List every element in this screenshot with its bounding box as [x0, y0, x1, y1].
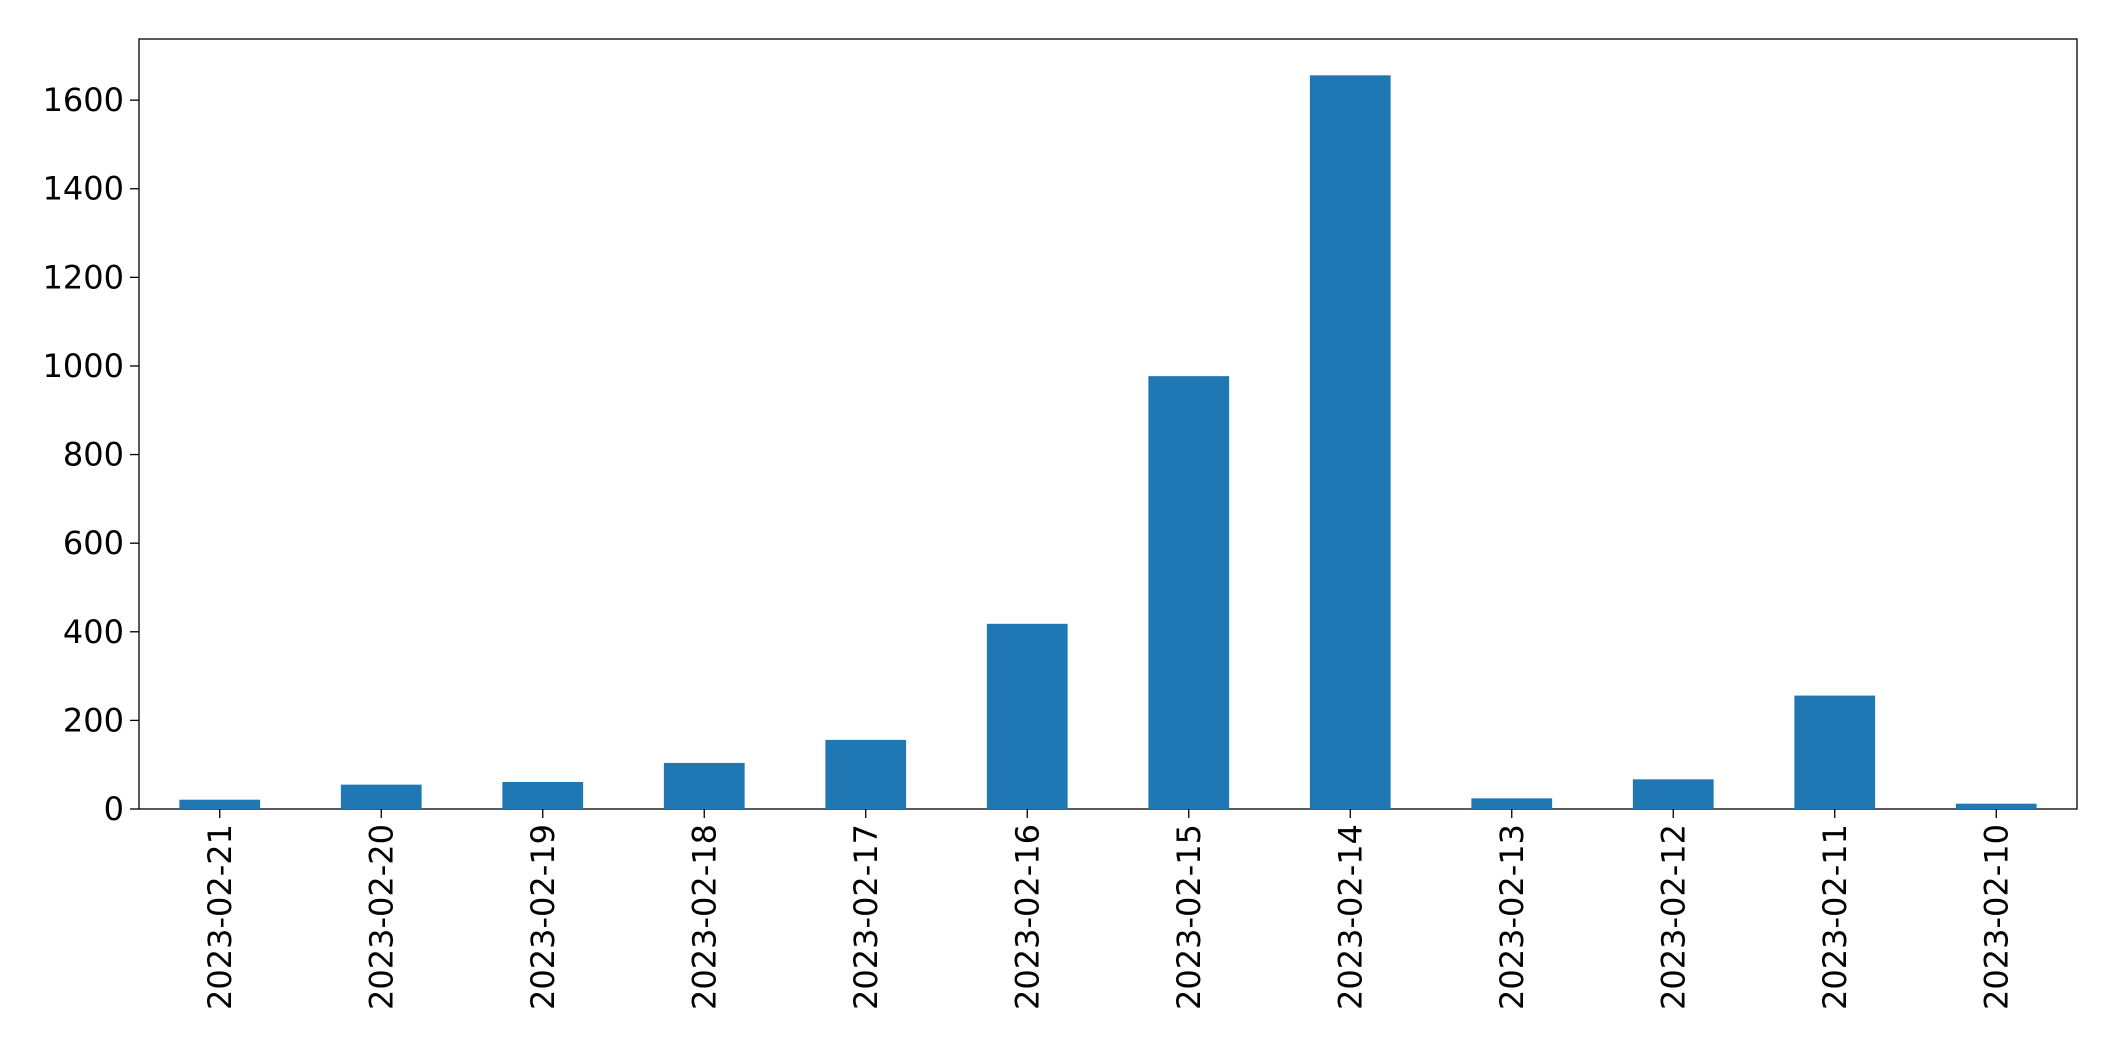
x-tick-label: 2023-02-19 [524, 824, 562, 1010]
y-tick-label: 0 [104, 790, 124, 828]
x-tick-label: 2023-02-11 [1816, 824, 1854, 1010]
bar [986, 623, 1068, 809]
x-tick-label: 2023-02-18 [685, 824, 723, 1010]
bar [1794, 695, 1876, 809]
y-tick-label: 800 [63, 436, 124, 474]
bar [1955, 803, 2037, 809]
x-tick-label: 2023-02-16 [1008, 824, 1046, 1010]
bar [1471, 798, 1553, 809]
bar [1632, 779, 1714, 809]
y-tick-label: 1000 [43, 347, 124, 385]
bar [340, 784, 422, 809]
bar [825, 739, 907, 809]
y-tick-label: 1200 [43, 258, 124, 296]
y-tick-label: 200 [63, 701, 124, 739]
x-tick-label: 2023-02-14 [1331, 824, 1369, 1010]
x-tick-label: 2023-02-10 [1977, 824, 2015, 1010]
x-tick-label: 2023-02-13 [1493, 824, 1531, 1010]
x-tick-label: 2023-02-17 [847, 824, 885, 1010]
y-tick-label: 1400 [43, 170, 124, 208]
bar [1309, 75, 1391, 810]
bar [179, 799, 261, 809]
plot-frame [138, 38, 2078, 810]
bar [502, 781, 584, 809]
y-tick-label: 400 [63, 613, 124, 651]
y-tick-label: 1600 [43, 81, 124, 119]
bar [663, 762, 745, 809]
x-tick-label: 2023-02-15 [1170, 824, 1208, 1010]
x-tick-label: 2023-02-20 [362, 824, 400, 1010]
x-tick-label: 2023-02-12 [1654, 824, 1692, 1010]
x-tick-label: 2023-02-21 [201, 824, 239, 1010]
bar [1148, 376, 1230, 809]
y-tick-label: 600 [63, 524, 124, 562]
